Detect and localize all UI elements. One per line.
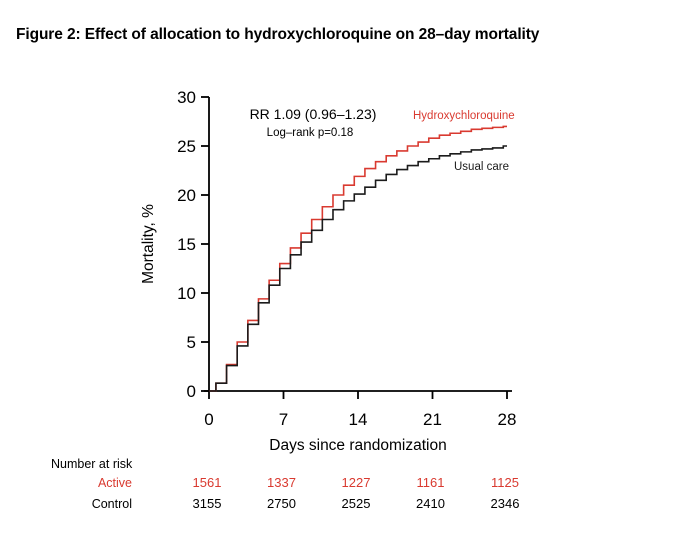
risk-row-label-control: Control xyxy=(92,497,132,511)
risk-value: 3155 xyxy=(193,496,222,511)
series-label-hydroxychloroquine: Hydroxychloroquine xyxy=(413,110,515,122)
risk-value: 2750 xyxy=(267,496,296,511)
series-label-usual-care: Usual care xyxy=(454,161,509,173)
risk-value: 1337 xyxy=(267,475,296,490)
series-line-usual-care xyxy=(209,145,507,392)
risk-table-header: Number at risk xyxy=(51,457,133,471)
x-tick-label: 7 xyxy=(279,410,288,429)
x-axis-title: Days since randomization xyxy=(269,437,446,454)
x-tick-label: 0 xyxy=(204,410,213,429)
y-tick-label: 5 xyxy=(187,333,196,352)
rr-annotation: RR 1.09 (0.96–1.23) xyxy=(250,106,377,122)
x-tick-label: 14 xyxy=(349,410,368,429)
y-tick-label: 10 xyxy=(177,284,196,303)
y-axis-title: Mortality, % xyxy=(140,204,157,284)
risk-value: 1161 xyxy=(417,475,445,490)
risk-value: 1125 xyxy=(491,475,519,490)
figure-title: Figure 2: Effect of allocation to hydrox… xyxy=(16,26,540,43)
y-tick-label: 20 xyxy=(177,186,196,205)
y-tick-label: 15 xyxy=(177,235,196,254)
risk-value: 2410 xyxy=(416,496,445,511)
y-tick-label: 25 xyxy=(177,137,196,156)
risk-value: 1227 xyxy=(342,475,371,490)
y-tick-label: 30 xyxy=(177,88,196,107)
risk-row-label-active: Active xyxy=(98,476,132,490)
risk-value: 2346 xyxy=(491,496,520,511)
risk-value: 1561 xyxy=(193,475,222,490)
risk-value: 2525 xyxy=(342,496,371,511)
x-tick-label: 21 xyxy=(423,410,442,429)
x-tick-label: 28 xyxy=(498,410,517,429)
logrank-annotation: Log–rank p=0.18 xyxy=(267,127,354,139)
y-tick-label: 0 xyxy=(187,382,196,401)
